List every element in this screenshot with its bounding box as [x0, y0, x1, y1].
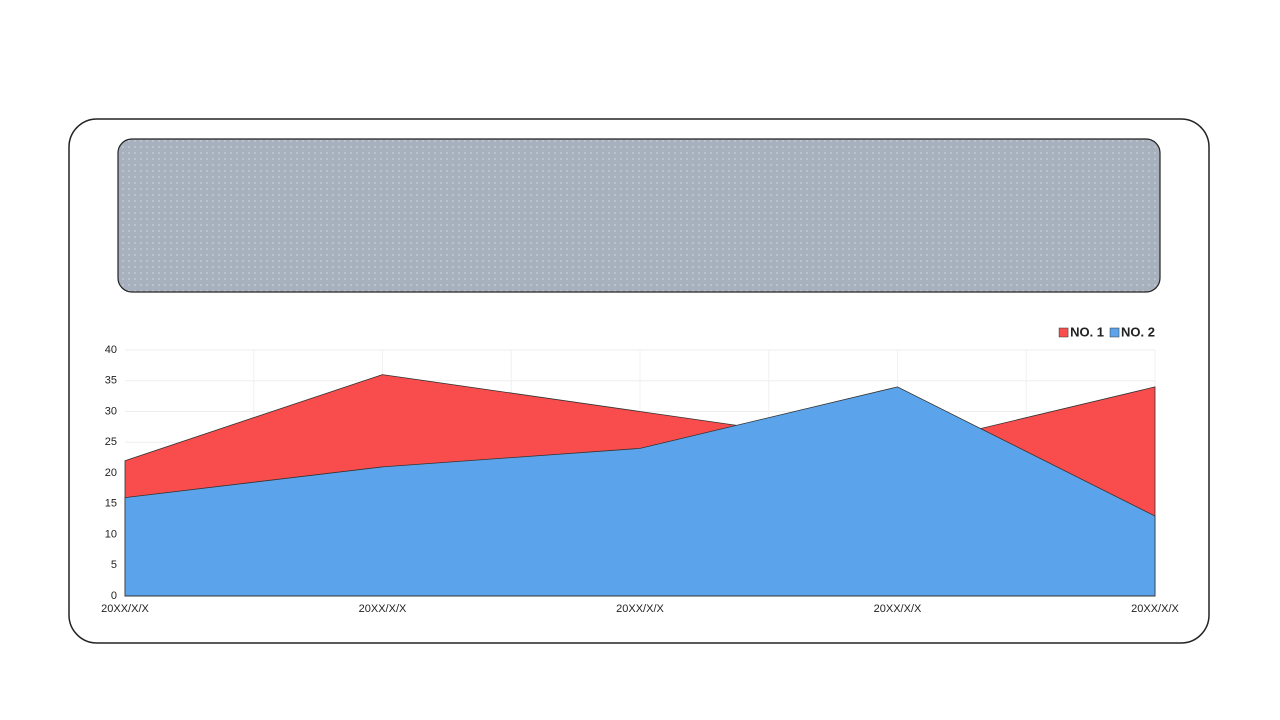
y-tick-label: 0: [111, 590, 117, 602]
header-box: [117, 138, 1161, 293]
y-tick-label: 10: [105, 528, 117, 540]
legend-label: NO. 2: [1121, 324, 1155, 339]
legend-swatch: [1109, 327, 1120, 338]
y-tick-label: 15: [105, 498, 117, 510]
y-tick-label: 35: [105, 375, 117, 387]
x-tick-label: 20XX/X/X: [1131, 603, 1179, 615]
x-tick-label: 20XX/X/X: [101, 603, 149, 615]
legend-label: NO. 1: [1070, 324, 1104, 339]
x-tick-label: 20XX/X/X: [616, 603, 664, 615]
y-tick-label: 30: [105, 405, 117, 417]
y-tick-label: 25: [105, 436, 117, 448]
y-tick-label: 40: [105, 344, 117, 356]
x-tick-label: 20XX/X/X: [874, 603, 922, 615]
legend-swatch: [1058, 327, 1069, 338]
y-tick-label: 20: [105, 467, 117, 479]
x-tick-label: 20XX/X/X: [359, 603, 407, 615]
y-tick-label: 5: [111, 559, 117, 571]
